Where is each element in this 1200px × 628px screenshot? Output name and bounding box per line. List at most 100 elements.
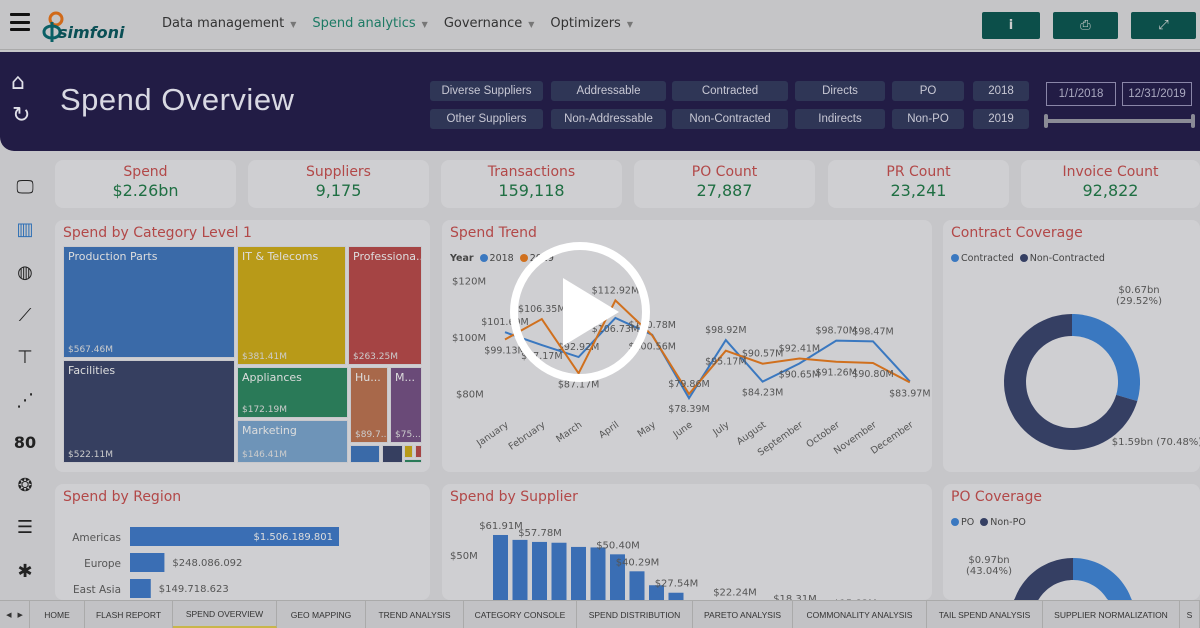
treemap-tile[interactable]: Professiona... $263.25M	[348, 246, 422, 365]
data-label: $98.47M	[852, 326, 893, 337]
info-icon: i	[1008, 18, 1014, 33]
x-tick-label: May	[636, 419, 659, 439]
treemap-tile-small[interactable]	[404, 459, 422, 463]
info-button[interactable]: i	[982, 12, 1040, 39]
kpi-value: 92,822	[1082, 181, 1139, 200]
date-from-input[interactable]: 1/1/2018	[1046, 82, 1116, 106]
tab-commonality-analysis[interactable]: COMMONALITY ANALYSIS	[793, 601, 927, 628]
chevron-left-icon: ◀	[6, 611, 12, 619]
date-range-slider[interactable]	[1044, 114, 1195, 128]
tile-value: $522.11M	[68, 450, 113, 460]
tile-label: Facilities	[68, 364, 116, 377]
print-button[interactable]: ⎙	[1053, 12, 1118, 39]
tab-tail-spend-analysis[interactable]: TAIL SPEND ANALYSIS	[927, 601, 1043, 628]
region-value: $149.718.623	[159, 584, 229, 595]
hierarchy-icon[interactable]: ⊤	[17, 346, 33, 368]
tile-label: Production Parts	[68, 250, 158, 263]
x-tick-label: March	[554, 419, 584, 445]
chevron-right-icon: ▶	[17, 611, 23, 619]
bar-label: $61.91M	[479, 521, 523, 532]
pareto-80-icon[interactable]: 80	[13, 432, 37, 452]
data-label: $90.57M	[742, 349, 783, 360]
tab-supplier-normalization[interactable]: SUPPLIER NORMALIZATION	[1043, 601, 1180, 628]
filter-indirects[interactable]: Indirects	[795, 109, 885, 129]
po-coverage-title: PO Coverage	[951, 489, 1042, 505]
menu-spend-analytics[interactable]: Spend analytics ▼	[312, 16, 428, 31]
filter-po[interactable]: PO	[892, 81, 964, 101]
treemap-tile[interactable]: Marketing $146.41M	[237, 420, 348, 463]
treemap-tile-small[interactable]	[382, 445, 403, 463]
hamburger-menu-icon[interactable]	[10, 13, 30, 31]
donut-label: (43.04%)	[966, 566, 1012, 577]
kpi-value: 27,887	[696, 181, 753, 200]
filter-non-po[interactable]: Non-PO	[892, 109, 964, 129]
tab-spend-overview[interactable]: SPEND OVERVIEW	[173, 601, 277, 628]
filter-addressable[interactable]: Addressable	[551, 81, 666, 101]
tab-trend-analysis[interactable]: TREND ANALYSIS	[366, 601, 464, 628]
treemap-tile[interactable]: Facilities $522.11M	[63, 360, 235, 463]
kpi-label: Transactions	[487, 164, 576, 180]
network-icon[interactable]: ✱	[17, 560, 33, 582]
po-coverage-panel: PO Coverage PO Non-PO $0.97bn (43.04%)	[943, 484, 1200, 600]
filter-non-contracted[interactable]: Non-Contracted	[672, 109, 788, 129]
supplier-bar	[629, 571, 645, 600]
tab-scroll-arrows[interactable]: ◀ ▶	[0, 601, 30, 628]
treemap-tile[interactable]: IT & Telecoms $381.41M	[237, 246, 346, 365]
tab-spend-distribution[interactable]: SPEND DISTRIBUTION	[577, 601, 693, 628]
tab-category-console[interactable]: CATEGORY CONSOLE	[464, 601, 577, 628]
tile-value: $381.41M	[242, 352, 287, 362]
treemap-tile-small[interactable]	[350, 445, 380, 463]
filter-2019[interactable]: 2019	[973, 109, 1029, 129]
donut-slice-non-contracted	[1004, 314, 1138, 450]
tab-geo-mapping[interactable]: GEO MAPPING	[277, 601, 366, 628]
tile-value: $263.25M	[353, 352, 398, 362]
bar-label: $15.82M	[833, 598, 877, 600]
kpi-value: 159,118	[498, 181, 565, 200]
video-play-button[interactable]	[510, 242, 650, 382]
tab-pareto-analysis[interactable]: PARETO ANALYSIS	[693, 601, 793, 628]
region-bar	[130, 553, 165, 572]
list-normalize-icon[interactable]: ☰	[16, 516, 34, 538]
data-label: $101.69M	[481, 317, 528, 328]
treemap-tile[interactable]: Production Parts $567.46M	[63, 246, 235, 358]
simfoni-logo: simfoni	[38, 10, 148, 44]
x-tick-label: January	[474, 419, 511, 449]
treemap-tile-small[interactable]	[415, 445, 422, 458]
menu-governance[interactable]: Governance ▼	[443, 16, 535, 31]
filter-directs[interactable]: Directs	[795, 81, 885, 101]
legend-contracted: Contracted	[951, 253, 1014, 264]
menu-optimizers[interactable]: Optimizers ▼	[550, 16, 633, 31]
date-to-input[interactable]: 12/31/2019	[1122, 82, 1192, 106]
spend-by-region-panel: Spend by Region Americas $1.506.189.801 Eu…	[55, 484, 430, 600]
globe-icon[interactable]: ◍	[17, 261, 33, 283]
monitor-search-icon[interactable]: 🖵	[16, 176, 34, 198]
treemap-tile[interactable]: Appliances $172.19M	[237, 367, 348, 418]
supplier-bar	[512, 539, 528, 600]
bar-chart-icon[interactable]: ▥	[16, 218, 34, 240]
data-label: $78.39M	[668, 404, 709, 415]
contract-coverage-panel: Contract Coverage Contracted Non-Contrac…	[943, 220, 1200, 472]
bar-label: $57.78M	[518, 528, 562, 539]
region-title: Spend by Region	[63, 489, 182, 505]
home-icon[interactable]: ⌂	[11, 70, 25, 95]
treemap-tile[interactable]: M... $75....	[390, 367, 422, 443]
report-tabs: ◀ ▶ HOME FLASH REPORT SPEND OVERVIEW GEO MAP…	[0, 600, 1200, 628]
refresh-icon[interactable]: ↻	[12, 103, 31, 128]
scatter-icon[interactable]: ⋰	[16, 389, 34, 411]
filter-contracted[interactable]: Contracted	[672, 81, 788, 101]
menu-data-management[interactable]: Data management ▼	[162, 16, 297, 31]
expand-button[interactable]: ⤢	[1131, 12, 1196, 39]
tab-s[interactable]: S	[1180, 601, 1200, 628]
treemap-tile-small[interactable]	[404, 445, 413, 458]
filter-other-suppliers[interactable]: Other Suppliers	[430, 109, 543, 129]
line-chart-icon[interactable]: ⟋	[18, 304, 32, 326]
tab-flash-report[interactable]: FLASH REPORT	[85, 601, 173, 628]
treemap-tile[interactable]: Hu... $89.7...	[350, 367, 388, 443]
data-label: $83.97M	[889, 388, 930, 399]
filter-non-addressable[interactable]: Non-Addressable	[551, 109, 666, 129]
circles-icon[interactable]: ❂	[17, 474, 33, 496]
filter-diverse-suppliers[interactable]: Diverse Suppliers	[430, 81, 543, 101]
filter-2018[interactable]: 2018	[973, 81, 1029, 101]
tab-home[interactable]: HOME	[30, 601, 85, 628]
